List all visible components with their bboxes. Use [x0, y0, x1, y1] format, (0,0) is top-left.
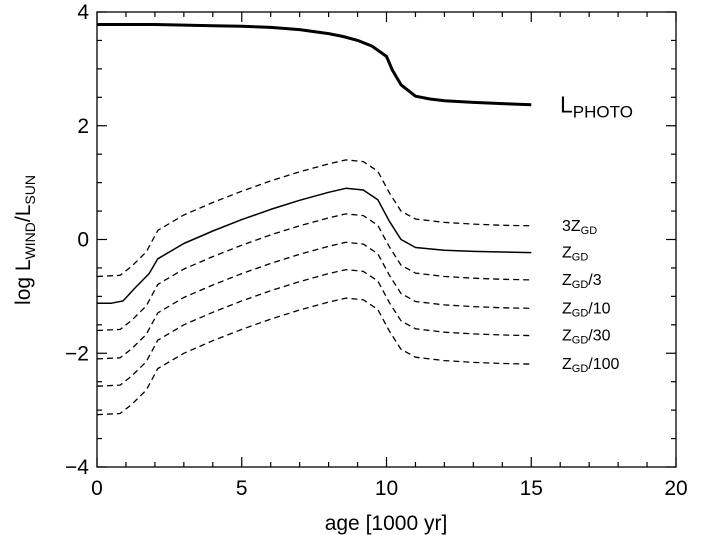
- series-line-z3rd: [96, 213, 532, 332]
- series-label-z30: ZGD/30: [562, 328, 611, 347]
- x-axis-title: age [1000 yr]: [325, 512, 448, 535]
- series-label-z100: ZGD/100: [562, 356, 620, 375]
- series-line-z3: [96, 159, 532, 278]
- series-labels: LPHOTO 3ZGD ZGD ZGD/3 ZGD/10 ZGD/30 ZGD/100: [560, 92, 633, 375]
- y-tick-label: 4: [77, 1, 89, 24]
- series-line-z100: [96, 297, 532, 416]
- x-tick-label: 5: [236, 477, 248, 500]
- y-axis-title: log LWIND/LSUN: [12, 175, 38, 305]
- series-line-z1: [97, 187, 532, 304]
- series-label-photo: LPHOTO: [560, 92, 633, 122]
- series-label-z3rd: ZGD/3: [562, 272, 602, 291]
- y-axis-title-sub1: WIND: [22, 222, 38, 259]
- tick-labels: 0 5 10 15 20 −4 −2 0 2 4: [65, 1, 688, 500]
- x-tick-label: 0: [91, 477, 103, 500]
- series-label-z1: ZGD: [562, 245, 588, 264]
- y-axis-title-sub2: SUN: [22, 175, 38, 205]
- y-tick-label: 2: [77, 115, 89, 138]
- series-line-photo: [97, 23, 532, 107]
- x-tick-label: 15: [520, 477, 543, 500]
- y-axis-title-main: log L: [12, 259, 35, 305]
- series-line-z30: [96, 268, 532, 387]
- series-label-z10: ZGD/10: [562, 300, 611, 319]
- x-tick-label: 20: [664, 477, 687, 500]
- series-label-z3: 3ZGD: [562, 218, 597, 237]
- y-tick-label: 0: [77, 229, 89, 252]
- ticks: [96, 11, 677, 468]
- y-tick-label: −4: [65, 456, 89, 479]
- plot-frame: [96, 11, 677, 468]
- y-axis-title-sep: /L: [12, 205, 35, 223]
- series-line-z10: [96, 241, 532, 360]
- x-tick-label: 10: [375, 477, 398, 500]
- series-lines: [96, 23, 532, 416]
- y-tick-label: −2: [65, 342, 89, 365]
